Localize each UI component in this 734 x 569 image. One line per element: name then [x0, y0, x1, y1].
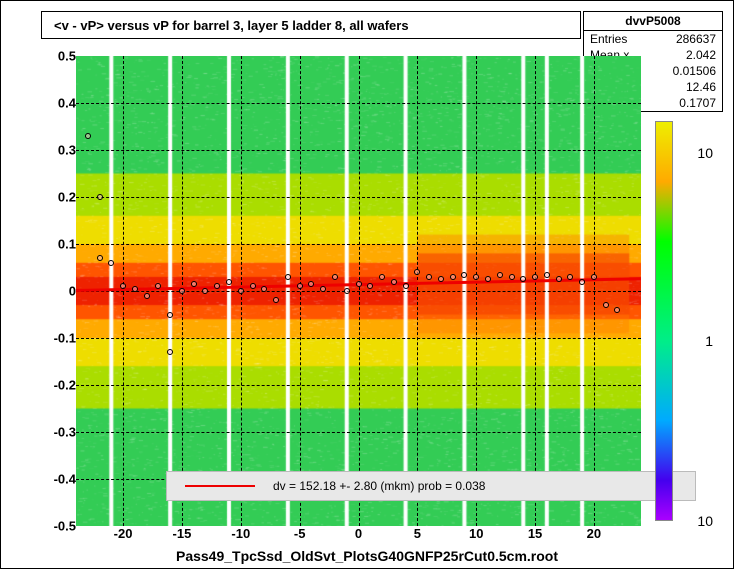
data-marker: [191, 281, 197, 287]
plot-area: dv = 152.18 +- 2.80 (mkm) prob = 0.038: [76, 56, 641, 526]
data-marker: [202, 288, 208, 294]
y-tick-label: 0.1: [36, 237, 76, 252]
data-marker: [379, 274, 385, 280]
y-tick-label: 0.5: [36, 49, 76, 64]
data-marker: [614, 307, 620, 313]
y-tick-label: -0.3: [36, 425, 76, 440]
y-tick-label: -0.4: [36, 472, 76, 487]
x-tick-label: -5: [294, 526, 306, 541]
colorbar: [655, 121, 673, 521]
data-marker: [414, 269, 420, 275]
x-tick-label: 0: [355, 526, 362, 541]
x-tick-label: 20: [587, 526, 601, 541]
title-text: <v - vP> versus vP for barrel 3, layer 5…: [54, 18, 409, 33]
data-marker: [226, 279, 232, 285]
y-tick-label: -0.5: [36, 519, 76, 534]
data-marker: [179, 288, 185, 294]
data-marker: [132, 286, 138, 292]
data-marker: [261, 286, 267, 292]
data-marker: [403, 283, 409, 289]
data-marker: [273, 297, 279, 303]
data-marker: [85, 133, 91, 139]
data-marker: [356, 281, 362, 287]
data-marker: [108, 260, 114, 266]
legend-box: dv = 152.18 +- 2.80 (mkm) prob = 0.038: [166, 471, 696, 501]
x-tick-label: 10: [469, 526, 483, 541]
data-marker: [567, 274, 573, 280]
x-tick-label: -20: [114, 526, 133, 541]
data-marker: [497, 272, 503, 278]
x-axis: -20 -15 -10 -5 0 5 10 15 20: [76, 526, 641, 546]
data-marker: [97, 255, 103, 261]
data-marker: [320, 286, 326, 292]
y-tick-label: 0.3: [36, 143, 76, 158]
data-marker: [97, 194, 103, 200]
stats-name: dvvP5008: [584, 12, 722, 31]
data-marker: [556, 276, 562, 282]
data-marker: [144, 293, 150, 299]
data-marker: [461, 272, 467, 278]
x-axis-label: Pass49_TpcSsd_OldSvt_PlotsG40GNFP25rCut0…: [176, 548, 558, 564]
data-marker: [238, 288, 244, 294]
y-tick-label: 0.4: [36, 96, 76, 111]
legend-text: dv = 152.18 +- 2.80 (mkm) prob = 0.038: [273, 479, 485, 493]
data-marker: [591, 274, 597, 280]
data-marker: [450, 274, 456, 280]
data-marker: [520, 276, 526, 282]
y-tick-label: -0.1: [36, 331, 76, 346]
data-marker: [155, 283, 161, 289]
data-marker: [532, 274, 538, 280]
data-marker: [297, 283, 303, 289]
y-tick-label: -0.2: [36, 378, 76, 393]
colorbar-label: 10: [697, 145, 713, 161]
data-marker: [332, 274, 338, 280]
data-marker: [214, 283, 220, 289]
legend-line: [185, 485, 255, 487]
data-marker: [579, 279, 585, 285]
data-marker: [391, 279, 397, 285]
data-marker: [603, 302, 609, 308]
data-marker: [344, 288, 350, 294]
stats-entries: Entries286637: [584, 31, 722, 47]
data-marker: [509, 274, 515, 280]
y-tick-label: 0: [36, 284, 76, 299]
x-tick-label: 15: [528, 526, 542, 541]
data-marker: [367, 283, 373, 289]
chart-title: <v - vP> versus vP for barrel 3, layer 5…: [41, 11, 581, 39]
data-marker: [544, 272, 550, 278]
data-marker: [308, 281, 314, 287]
data-marker: [473, 274, 479, 280]
colorbar-label: 1: [705, 333, 713, 349]
data-marker: [438, 276, 444, 282]
y-tick-label: 0.2: [36, 190, 76, 205]
x-tick-label: 5: [414, 526, 421, 541]
data-marker: [485, 276, 491, 282]
colorbar-label: 10: [697, 513, 713, 529]
data-marker: [120, 283, 126, 289]
y-axis: -0.5-0.4-0.3-0.2-0.100.10.20.30.40.5: [36, 56, 76, 526]
data-marker: [167, 312, 173, 318]
data-marker: [250, 283, 256, 289]
x-tick-label: -10: [231, 526, 250, 541]
x-tick-label: -15: [173, 526, 192, 541]
data-marker: [167, 349, 173, 355]
data-marker: [285, 274, 291, 280]
data-marker: [426, 274, 432, 280]
chart-container: <v - vP> versus vP for barrel 3, layer 5…: [0, 0, 734, 569]
